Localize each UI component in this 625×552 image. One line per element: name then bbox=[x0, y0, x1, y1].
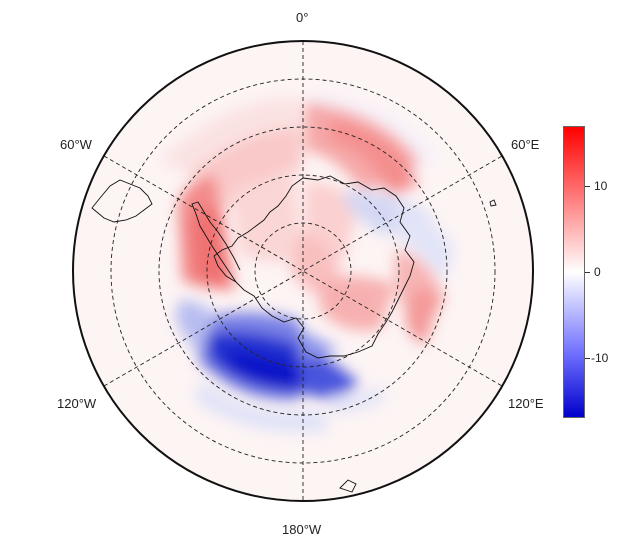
lon-label-180w: 180°W bbox=[282, 522, 322, 537]
lon-label-120e: 120°E bbox=[508, 396, 544, 411]
colorbar-tick bbox=[585, 186, 590, 187]
lon-label-0: 0° bbox=[296, 10, 309, 25]
colorbar bbox=[563, 126, 585, 418]
antarctic-peninsula bbox=[191, 201, 241, 283]
new-zealand-islet bbox=[339, 479, 357, 493]
colorbar-tick bbox=[585, 358, 590, 359]
colorbar-label-neg10: -10 bbox=[591, 351, 609, 365]
anomaly-field bbox=[73, 41, 533, 501]
south-america-tip bbox=[91, 179, 153, 223]
antarctica-coastline bbox=[213, 175, 415, 359]
colorbar-label-0: 0 bbox=[594, 265, 601, 279]
lon-label-120w: 120°W bbox=[57, 396, 97, 411]
colorbar-tick bbox=[585, 272, 590, 273]
graticule bbox=[103, 41, 503, 501]
lon-label-60w: 60°W bbox=[60, 137, 92, 152]
sub-antarctic-islet bbox=[489, 199, 497, 207]
map-boundary bbox=[72, 40, 534, 502]
lon-label-60e: 60°E bbox=[511, 137, 540, 152]
colorbar-label-10: 10 bbox=[594, 179, 608, 193]
